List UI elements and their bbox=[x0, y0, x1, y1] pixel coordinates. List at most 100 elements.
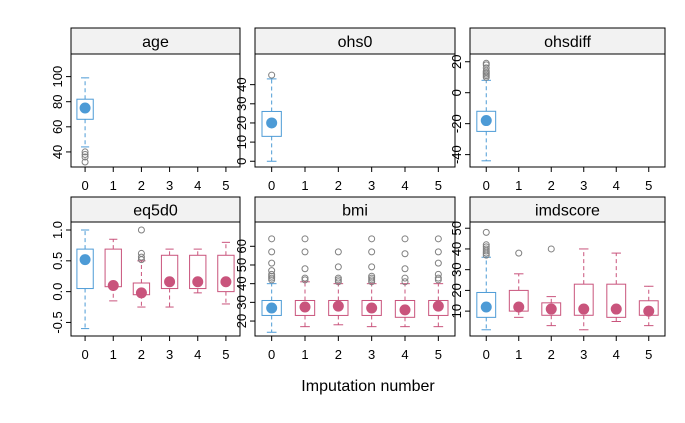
y-tick-label: 30 bbox=[234, 97, 249, 111]
box-eq5d0-3 bbox=[160, 248, 179, 308]
panel-title: ohs0 bbox=[338, 34, 373, 51]
x-tick-label: 0 bbox=[81, 178, 88, 193]
x-tick-label: 2 bbox=[548, 178, 555, 193]
panel-bmi: bmi 20 30 40 50 60 0 1 2 3 4 5 bbox=[234, 196, 456, 362]
outlier-point bbox=[434, 270, 442, 278]
box-imdscore-1 bbox=[508, 249, 529, 318]
outlier-point bbox=[515, 249, 523, 257]
x-tick-label: 2 bbox=[138, 178, 145, 193]
y-tick-label: 0.0 bbox=[50, 283, 65, 301]
x-tick-label: 4 bbox=[401, 347, 408, 362]
y-tick-label: 80 bbox=[50, 94, 65, 108]
outlier-point bbox=[401, 265, 409, 273]
box-eq5d0-4 bbox=[189, 248, 207, 294]
panel-frame bbox=[70, 221, 241, 337]
outlier-point bbox=[401, 235, 409, 243]
y-tick-label: 20 bbox=[449, 283, 464, 297]
x-tick-label: 2 bbox=[548, 347, 555, 362]
median-point bbox=[220, 276, 232, 288]
box-bmi-5 bbox=[428, 235, 449, 328]
x-tick-label: 5 bbox=[645, 178, 652, 193]
outlier-point bbox=[368, 248, 376, 256]
box-bmi-1 bbox=[294, 235, 316, 328]
outlier-point bbox=[482, 243, 490, 251]
y-tick-label: 50 bbox=[234, 258, 249, 272]
outlier-point bbox=[268, 270, 276, 278]
median-point bbox=[299, 301, 311, 313]
x-tick-label: 3 bbox=[166, 347, 173, 362]
median-point bbox=[432, 300, 444, 312]
y-tick-label: 50 bbox=[449, 221, 464, 235]
median-point bbox=[79, 254, 91, 266]
outlier-point bbox=[268, 259, 276, 267]
panel-title: bmi bbox=[342, 203, 368, 220]
outlier-point bbox=[401, 274, 409, 282]
x-tick-label: 5 bbox=[645, 347, 652, 362]
outlier-point bbox=[334, 278, 342, 286]
box-imdscore-3 bbox=[573, 248, 594, 331]
x-tick-label: 0 bbox=[483, 178, 490, 193]
outlier-point bbox=[368, 272, 376, 280]
x-tick-label: 0 bbox=[268, 178, 275, 193]
box-ohs0-0 bbox=[261, 71, 282, 162]
box-eq5d0-1 bbox=[104, 238, 122, 302]
median-point bbox=[107, 279, 119, 291]
panel-imdscore: imdscore 10 20 30 40 50 0 1 2 3 4 5 bbox=[449, 196, 666, 362]
x-tick-label: 0 bbox=[268, 347, 275, 362]
box-bmi-3 bbox=[361, 235, 382, 328]
panel-title: imdscore bbox=[535, 203, 600, 220]
median-point bbox=[79, 102, 91, 114]
y-tick-label: 0 bbox=[234, 158, 249, 165]
outlier-point bbox=[482, 245, 490, 253]
median-point bbox=[480, 115, 492, 127]
box-bmi-0 bbox=[261, 235, 282, 333]
x-tick-label: 1 bbox=[515, 347, 522, 362]
box-age-0 bbox=[76, 77, 94, 166]
box-bmi-4 bbox=[394, 235, 416, 328]
median-point bbox=[332, 300, 344, 312]
median-point bbox=[643, 305, 655, 317]
median-point bbox=[480, 301, 492, 313]
outlier-point bbox=[81, 148, 89, 156]
x-tick-label: 2 bbox=[138, 347, 145, 362]
y-tick-label: 0.5 bbox=[50, 252, 65, 270]
x-tick-label: 4 bbox=[613, 347, 620, 362]
y-tick-label: 100 bbox=[50, 66, 65, 88]
y-tick-label: -0.5 bbox=[50, 311, 65, 333]
x-tick-label: 1 bbox=[110, 178, 117, 193]
x-tick-label: 4 bbox=[401, 178, 408, 193]
box-imdscore-2 bbox=[541, 245, 562, 327]
box-bmi-2 bbox=[328, 248, 349, 326]
x-tick-label: 3 bbox=[580, 347, 587, 362]
outlier-point bbox=[482, 228, 490, 236]
outlier-point bbox=[547, 245, 555, 253]
outlier-point bbox=[368, 274, 376, 282]
panel-strip bbox=[70, 27, 241, 55]
outlier-point bbox=[268, 235, 276, 243]
panel-eq5d0: eq5d0 -0.5 0.0 0.5 1.0 0 1 2 3 4 5 bbox=[50, 196, 241, 362]
y-tick-label: 40 bbox=[234, 276, 249, 290]
median-point bbox=[164, 276, 176, 288]
outlier-point bbox=[434, 274, 442, 282]
median-point bbox=[545, 303, 557, 315]
median-point bbox=[135, 287, 147, 299]
outlier-point bbox=[334, 274, 342, 282]
panel-age: age 40 60 80 100 0 1 2 3 4 5 bbox=[50, 27, 241, 193]
box-eq5d0-5 bbox=[217, 241, 235, 305]
outlier-point bbox=[482, 59, 490, 67]
x-tick-label: 2 bbox=[335, 347, 342, 362]
x-tick-label: 5 bbox=[435, 178, 442, 193]
panel-frame bbox=[469, 221, 666, 337]
outlier-point bbox=[301, 265, 309, 273]
outlier-point bbox=[137, 253, 145, 261]
y-tick-label: 20 bbox=[234, 116, 249, 130]
outlier-point bbox=[482, 241, 490, 249]
y-tick-label: 10 bbox=[449, 304, 464, 318]
outlier-point bbox=[81, 158, 89, 166]
outlier-point bbox=[301, 276, 309, 284]
panel-strip bbox=[254, 196, 456, 223]
x-tick-label: 3 bbox=[580, 178, 587, 193]
panel-frame bbox=[70, 53, 241, 168]
y-tick-label: 60 bbox=[50, 120, 65, 134]
